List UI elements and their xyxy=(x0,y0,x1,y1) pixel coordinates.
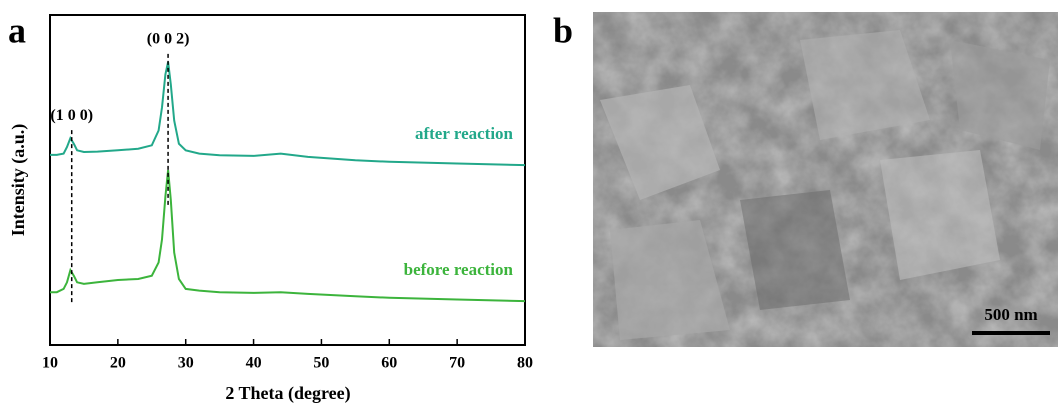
plot-frame xyxy=(49,14,526,346)
x-tick-label: 30 xyxy=(178,355,194,372)
sem-image xyxy=(593,12,1058,347)
data-line xyxy=(50,169,526,303)
panel-label: a xyxy=(8,10,26,50)
data-line xyxy=(50,61,526,167)
x-tick-label: 60 xyxy=(381,355,397,372)
x-tick-label: 50 xyxy=(313,355,329,372)
x-axis-label: 2 Theta (degree) xyxy=(225,383,350,404)
series-label: before reaction xyxy=(404,260,514,279)
series-label: after reaction xyxy=(415,124,514,143)
x-tick-label: 20 xyxy=(110,355,126,372)
annotation: (1 0 0) xyxy=(50,107,93,124)
x-tick-label: 40 xyxy=(246,355,262,372)
x-tick-label: 80 xyxy=(517,355,533,372)
scale-bar-label: 500 nm xyxy=(984,305,1037,324)
x-tick-label: 10 xyxy=(42,355,58,372)
annotation: (0 0 2) xyxy=(147,31,190,48)
x-tick-label: 70 xyxy=(449,355,465,372)
panel-label: b xyxy=(553,10,573,50)
y-axis-label: Intensity (a.u.) xyxy=(8,124,29,237)
